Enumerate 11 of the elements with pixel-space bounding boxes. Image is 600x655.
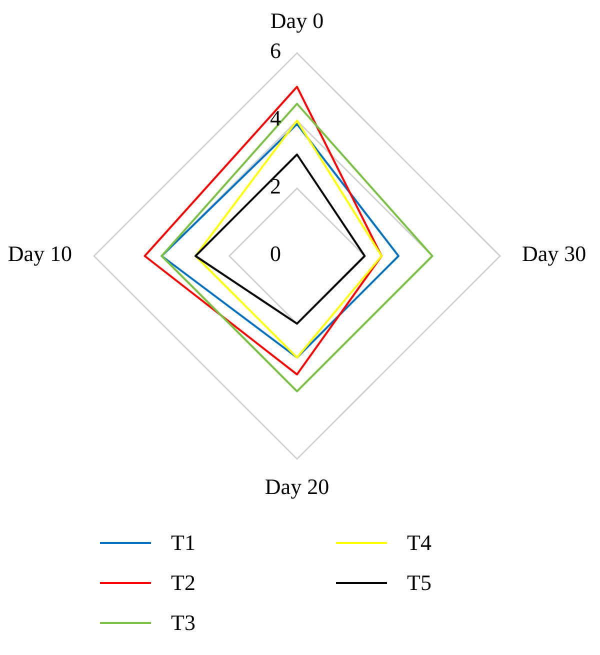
y-tick-label: 0 xyxy=(270,241,281,266)
legend-label: T5 xyxy=(407,570,432,596)
legend-label: T2 xyxy=(171,570,196,596)
spoke-label: Day 30 xyxy=(522,241,586,266)
spoke-label: Day 0 xyxy=(270,8,324,34)
spoke-label: Day 20 xyxy=(264,474,330,500)
y-tick-label: 6 xyxy=(270,38,281,64)
legend-label: T3 xyxy=(171,610,196,636)
spoke-label: Day 10 xyxy=(8,241,72,266)
legend-label: T4 xyxy=(407,530,432,556)
legend-label: T1 xyxy=(171,530,196,556)
